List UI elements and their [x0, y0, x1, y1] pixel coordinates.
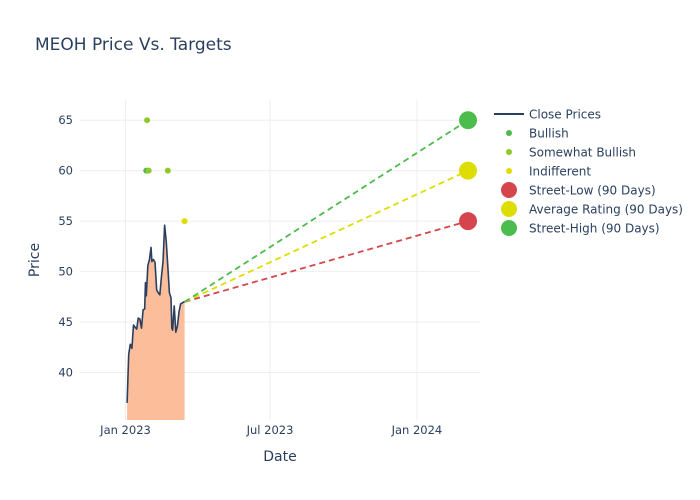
y-axis-title: Price	[27, 243, 43, 277]
y-tick-label: 65	[58, 113, 73, 127]
y-axis-ticks: 40 45 50 55 60 65	[58, 113, 73, 379]
y-tick-label: 50	[58, 265, 73, 279]
x-tick-label: Jul 2023	[246, 423, 294, 437]
legend-label-bullish: Bullish	[529, 127, 569, 141]
rating-point-indifferent	[181, 218, 188, 225]
street-low-target-line	[184, 220, 469, 303]
legend-label-somewhat-bullish: Somewhat Bullish	[529, 146, 636, 160]
legend-label-close-prices: Close Prices	[529, 108, 601, 122]
plot-area	[126, 111, 478, 420]
legend-swatch-street-low	[501, 182, 517, 198]
street-high-marker	[459, 111, 478, 130]
y-tick-label: 55	[58, 214, 73, 228]
legend-label-average-rating: Average Rating (90 Days)	[529, 203, 683, 217]
rating-point-somewhat-bullish	[164, 167, 171, 174]
close-price-line	[126, 224, 185, 403]
chart-title: MEOH Price Vs. Targets	[35, 35, 232, 55]
x-axis-title: Date	[263, 449, 296, 465]
legend-swatch-street-high	[501, 220, 517, 236]
x-tick-label: Jan 2023	[99, 423, 151, 437]
close-price-area	[127, 225, 185, 420]
y-tick-label: 45	[58, 315, 73, 329]
legend: Close Prices Bullish Somewhat Bullish In…	[494, 108, 683, 236]
street-low-marker	[459, 212, 478, 231]
street-high-target-line	[184, 119, 469, 303]
x-axis-ticks: Jan 2023 Jul 2023 Jan 2024	[99, 423, 442, 437]
legend-swatch-somewhat-bullish	[506, 149, 512, 155]
rating-point-somewhat-bullish	[145, 167, 152, 174]
rating-point-somewhat-bullish	[144, 117, 151, 124]
legend-label-street-low: Street-Low (90 Days)	[529, 184, 656, 198]
x-tick-label: Jan 2024	[391, 423, 443, 437]
legend-swatch-average-rating	[501, 201, 517, 217]
y-tick-label: 40	[58, 366, 73, 380]
average-rating-target-line	[184, 169, 469, 303]
legend-swatch-indifferent	[506, 168, 512, 174]
legend-swatch-bullish	[506, 130, 512, 136]
legend-label-indifferent: Indifferent	[529, 165, 591, 179]
y-tick-label: 60	[58, 164, 73, 178]
legend-label-street-high: Street-High (90 Days)	[529, 222, 660, 236]
average-rating-marker	[459, 161, 478, 180]
